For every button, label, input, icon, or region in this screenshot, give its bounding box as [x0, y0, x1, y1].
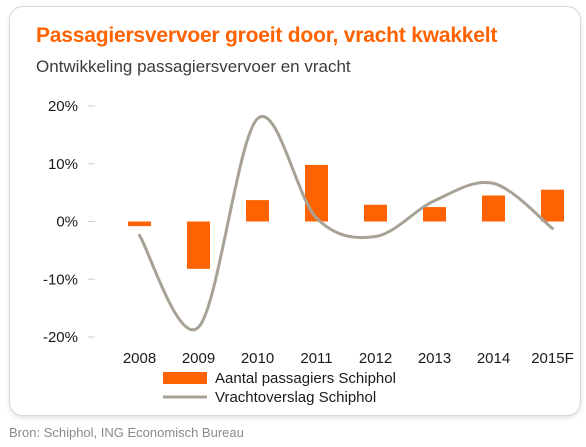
legend-item: Vrachtoverslag Schiphol [163, 389, 376, 406]
y-tick: 20% [48, 98, 95, 115]
x-tick-label: 2013 [418, 350, 451, 367]
y-tick-label: -20% [43, 329, 78, 346]
y-tick-label: 10% [48, 156, 78, 173]
bar-2013 [423, 207, 446, 222]
y-tick-label: -10% [43, 271, 78, 288]
bar-2009 [187, 221, 210, 269]
x-tick-label: 2009 [182, 350, 215, 367]
bar-2008 [128, 221, 151, 227]
line-series [138, 114, 554, 332]
legend-swatch-bar [163, 372, 207, 384]
x-tick-label: 2010 [241, 350, 274, 367]
y-tick-label: 0% [56, 214, 78, 231]
x-tick-label: 2011 [300, 350, 332, 367]
y-tick: 10% [48, 156, 95, 173]
y-tick: -20% [43, 329, 95, 346]
y-tick: 0% [56, 214, 95, 231]
y-axis: 20% 10% 0% -10% -20% [43, 98, 95, 346]
x-tick-label: 2012 [359, 350, 392, 367]
legend-item: Aantal passagiers Schiphol [163, 370, 396, 387]
legend-label: Aantal passagiers Schiphol [215, 370, 396, 387]
bar-2012 [364, 204, 387, 222]
bar-2015F [541, 189, 564, 222]
bar-2011 [305, 164, 328, 222]
chart-card [9, 6, 581, 416]
x-tick-label: 2015F [531, 350, 574, 367]
legend: Aantal passagiers Schiphol Vrachtoverslag… [163, 370, 396, 406]
legend-label: Vrachtoverslag Schiphol [215, 389, 376, 406]
bar-series [128, 164, 564, 269]
chart-subtitle: Ontwikkeling passagiersvervoer en vracht [36, 57, 351, 76]
x-axis: 2008 2009 2010 2011 2012 2013 2014 2015F [123, 350, 574, 367]
x-tick-label: 2014 [477, 350, 510, 367]
bar-2010 [246, 200, 269, 222]
bar-2014 [482, 195, 505, 222]
y-tick: -10% [43, 271, 95, 288]
source-note: Bron: Schiphol, ING Economisch Bureau [9, 425, 244, 440]
x-tick-label: 2008 [123, 350, 156, 367]
y-tick-label: 20% [48, 98, 78, 115]
chart-title: Passagiersvervoer groeit door, vracht kw… [36, 24, 498, 47]
